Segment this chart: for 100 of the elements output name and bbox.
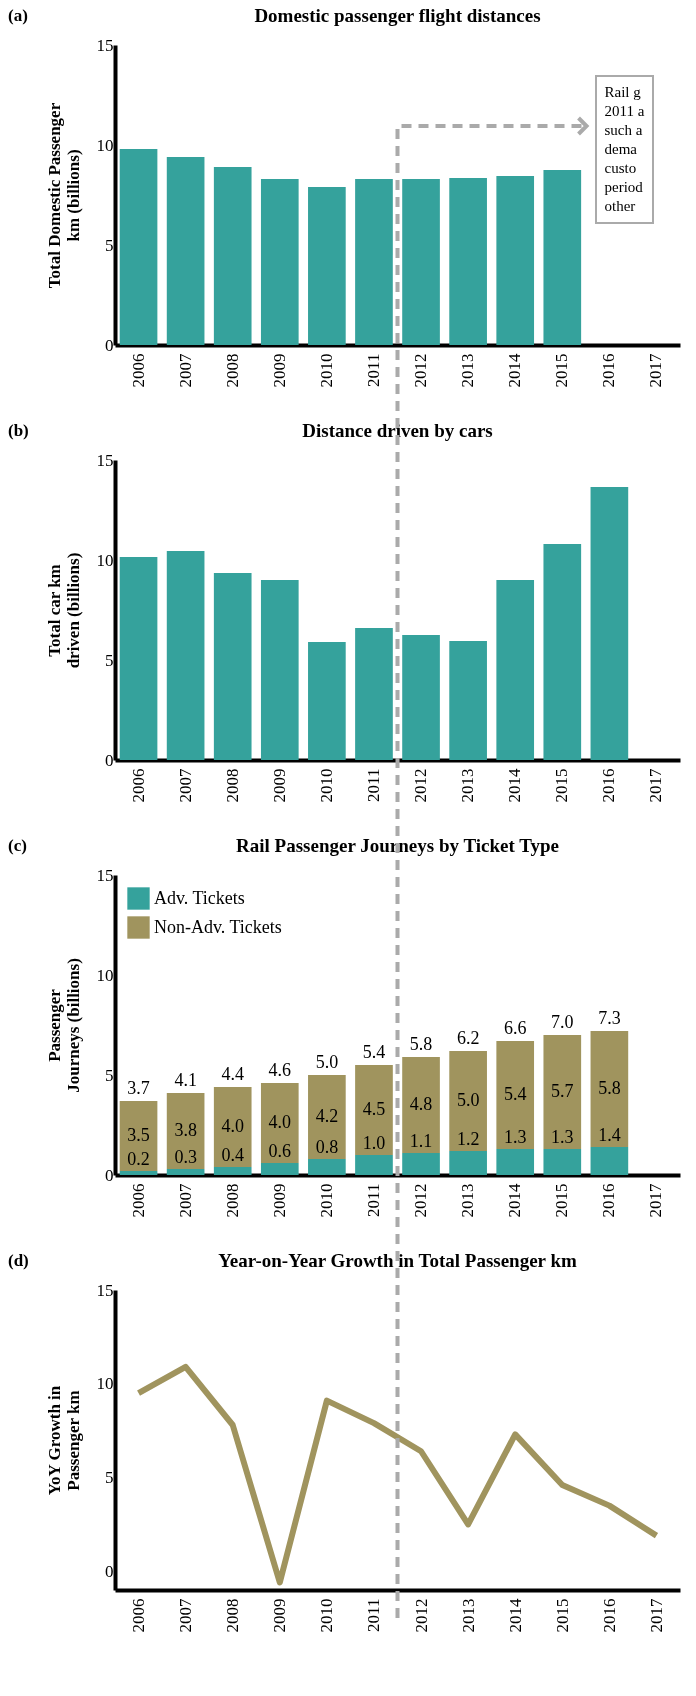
- x-tick-label: 2008: [223, 1598, 243, 1633]
- x-tick-label: 2006: [128, 768, 148, 803]
- y-tick-label: 15: [96, 865, 114, 885]
- bar: [590, 1031, 629, 1147]
- x-tick-label: 2015: [552, 768, 572, 803]
- total-label: 5.4: [362, 1042, 386, 1062]
- total-label: 6.2: [456, 1028, 480, 1048]
- y-tick-label: 10: [96, 550, 114, 570]
- x-tick-label: 2009: [269, 768, 289, 803]
- x-tick-label: 2016: [599, 1183, 619, 1218]
- x-tick-label: 2006: [128, 1183, 148, 1218]
- x-tick-label: 2008: [222, 353, 242, 388]
- text-box: Rail g 2011 a such a dema custo period other: [594, 75, 655, 224]
- bar: [166, 551, 205, 760]
- x-tick-label: 2014: [505, 768, 525, 803]
- x-tick-label: 2015: [552, 1598, 572, 1633]
- bar: [402, 635, 440, 760]
- data-label: 1.1: [409, 1131, 433, 1151]
- y-tick-label: 0: [105, 335, 114, 355]
- x-tick-label: 2013: [458, 353, 478, 388]
- bar: [166, 1169, 205, 1175]
- x-tick-label: 2006: [129, 1598, 149, 1633]
- x-tick-label: 2012: [411, 353, 431, 388]
- data-label: 1.0: [362, 1133, 386, 1153]
- data-label: 5.8: [598, 1078, 621, 1098]
- x-tick-label: 2013: [458, 1598, 478, 1633]
- x-tick-label: 2010: [316, 353, 336, 388]
- x-tick-label: 2009: [269, 1183, 289, 1218]
- x-tick-label: 2014: [505, 1183, 525, 1218]
- chart-title: Year-on-Year Growth in Total Passenger km: [218, 1250, 578, 1271]
- bar: [355, 179, 393, 345]
- bar: [213, 1167, 252, 1175]
- data-label: 0.6: [268, 1141, 292, 1161]
- bar: [496, 1149, 535, 1175]
- x-tick-label: 2015: [552, 1183, 572, 1218]
- bar: [260, 1163, 299, 1175]
- bar: [166, 157, 205, 345]
- total-label: 7.3: [598, 1008, 621, 1028]
- x-tick-label: 2010: [317, 1598, 337, 1633]
- y-tick-label: 5: [105, 650, 114, 670]
- x-tick-label: 2007: [175, 1183, 195, 1218]
- y-tick-label: 15: [96, 1280, 114, 1300]
- x-tick-label: 2007: [175, 768, 195, 803]
- bar: [449, 1151, 487, 1175]
- data-label: 4.0: [268, 1112, 292, 1132]
- y-axis-title: Passenger Journeys (billions): [44, 958, 83, 1093]
- data-label: 4.2: [315, 1106, 339, 1126]
- x-tick-label: 2014: [505, 1598, 525, 1633]
- bar: [590, 1147, 629, 1175]
- x-tick-label: 2011: [363, 353, 383, 387]
- data-label: 0.3: [174, 1147, 197, 1167]
- data-label: 0.8: [315, 1137, 339, 1157]
- data-label: 0.2: [127, 1149, 150, 1169]
- total-label: 4.4: [221, 1064, 244, 1084]
- text: (d): [8, 1251, 29, 1271]
- y-axis-title: Total Domestic Passenger km (billions): [44, 102, 83, 289]
- y-tick-label: 0: [105, 1561, 114, 1581]
- x-tick-label: 2017: [646, 1598, 666, 1633]
- data-label: 3.5: [127, 1125, 150, 1145]
- x-tick-label: 2013: [458, 768, 478, 803]
- x-tick-label: 2006: [128, 353, 148, 388]
- bar: [308, 187, 346, 345]
- bar: [496, 1041, 535, 1149]
- x-tick-label: 2015: [552, 353, 572, 388]
- x-tick-label: 2017: [646, 1183, 666, 1218]
- x-tick-label: 2010: [316, 768, 336, 803]
- data-label: 0.4: [221, 1145, 244, 1165]
- y-axis-title: Total car km driven (billions): [44, 552, 83, 669]
- bar: [355, 628, 393, 760]
- data-label: 1.3: [551, 1127, 574, 1147]
- x-tick-label: 2012: [411, 1183, 431, 1218]
- y-tick-label: 0: [105, 1165, 114, 1185]
- total-label: 7.0: [551, 1012, 574, 1032]
- data-label: 4.0: [221, 1116, 244, 1136]
- y-tick-label: 15: [96, 450, 114, 470]
- y-axis-title: YoY Growth in Passenger km: [44, 1385, 83, 1496]
- bar: [543, 544, 582, 760]
- data-label: 3.8: [174, 1120, 197, 1140]
- bar: [543, 1149, 582, 1175]
- x-tick-label: 2012: [411, 768, 431, 803]
- x-tick-label: 2014: [505, 353, 525, 388]
- x-tick-label: 2013: [458, 1183, 478, 1218]
- y-tick-label: 5: [105, 1065, 114, 1085]
- x-tick-label: 2007: [175, 353, 195, 388]
- bar: [543, 1035, 582, 1149]
- text: (c): [8, 836, 27, 856]
- bar: [402, 179, 440, 345]
- x-tick-label: 2017: [646, 768, 666, 803]
- text: (b): [8, 421, 29, 441]
- y-tick-label: 0: [105, 750, 114, 770]
- data-label: 4.5: [362, 1099, 386, 1119]
- bar: [402, 1153, 440, 1175]
- data-label: 5.7: [551, 1081, 574, 1101]
- total-label: 4.1: [174, 1070, 197, 1090]
- bar: [496, 580, 535, 760]
- x-tick-label: 2016: [599, 768, 619, 803]
- x-tick-label: 2008: [222, 768, 242, 803]
- bar: [449, 1051, 487, 1151]
- y-tick-label: 5: [105, 1468, 114, 1487]
- chart-title: Distance driven by cars: [302, 420, 493, 441]
